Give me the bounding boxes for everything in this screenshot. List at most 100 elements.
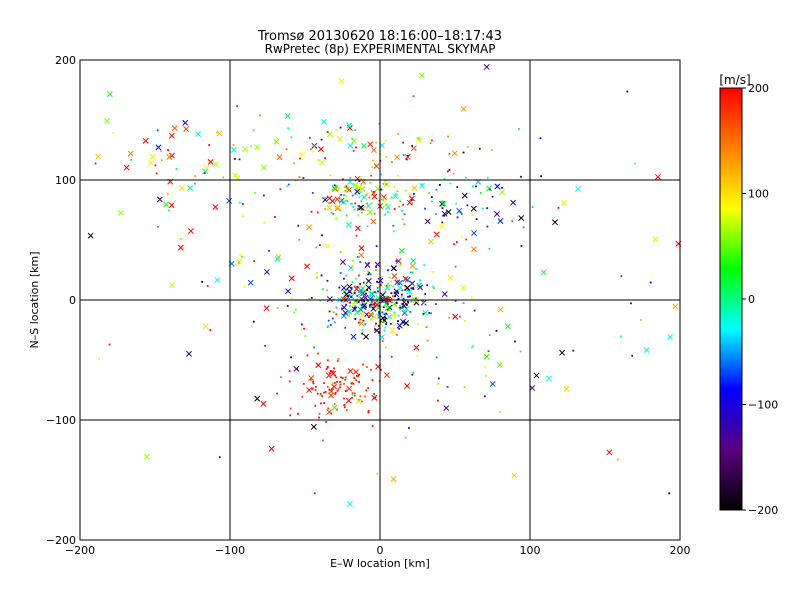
scatter-point-dot	[358, 180, 361, 183]
scatter-point-x	[143, 453, 150, 460]
scatter-point-dot	[391, 295, 394, 298]
scatter-point-dot	[203, 172, 206, 175]
scatter-point-x	[504, 323, 511, 330]
scatter-point-dot	[330, 211, 333, 214]
scatter-point-dot	[354, 129, 357, 132]
scatter-point-dot	[297, 224, 300, 227]
scatter-point-dot	[339, 381, 342, 383]
scatter-point-dot	[311, 388, 314, 391]
scatter-point-dot	[338, 187, 341, 190]
scatter-point-x	[336, 136, 343, 142]
scatter-point-dot	[380, 173, 383, 176]
scatter-point-dot	[382, 312, 385, 315]
scatter-point-x	[329, 198, 336, 205]
scatter-point-x	[359, 186, 366, 193]
scatter-point-x	[354, 225, 361, 232]
scatter-point-dot	[483, 395, 486, 398]
y-axis-ticks: −200 −100 0 100 200	[46, 54, 76, 547]
scatter-point-dot	[357, 207, 360, 210]
scatter-point-x	[574, 185, 581, 192]
scatter-point-dot	[361, 329, 364, 331]
scatter-point-dot	[357, 321, 360, 324]
scatter-point-dot	[380, 276, 383, 278]
scatter-point-x	[374, 261, 381, 268]
scatter-point-dot	[350, 202, 353, 205]
scatter-point-dot	[481, 207, 484, 210]
scatter-point-dot	[354, 202, 357, 205]
scatter-point-x	[471, 246, 477, 253]
scatter-point-x	[406, 288, 413, 295]
chart-title: Tromsø 20130620 18:16:00–18:17:43	[257, 29, 502, 44]
scatter-point-dot	[238, 201, 241, 204]
scatter-point-dot	[366, 299, 369, 302]
scatter-point-x	[183, 126, 190, 133]
scatter-point-x	[341, 284, 347, 291]
scatter-point-dot	[312, 382, 315, 385]
scatter-point-x	[338, 197, 345, 204]
scatter-point-x	[367, 209, 373, 216]
scatter-point-x	[236, 258, 243, 265]
scatter-point-x	[398, 247, 405, 254]
scatter-point-dot	[354, 305, 357, 308]
scatter-point-dot	[464, 320, 466, 322]
scatter-point-dot	[338, 286, 341, 289]
scatter-point-dot	[299, 157, 301, 160]
scatter-point-dot	[379, 305, 382, 308]
scatter-point-dot	[487, 350, 490, 353]
scatter-point-x	[418, 72, 425, 79]
scatter-point-dot	[332, 298, 335, 301]
scatter-point-dot	[379, 284, 382, 286]
scatter-point-dot	[369, 294, 372, 297]
scatter-point-dot	[377, 316, 380, 319]
scatter-point-dot	[439, 183, 441, 186]
scatter-point-dot	[288, 380, 291, 383]
scatter-point-dot	[372, 306, 374, 309]
colorbar-tick-label: 200	[748, 82, 769, 95]
scatter-point-dot	[362, 303, 364, 306]
scatter-point-dot	[253, 260, 256, 263]
scatter-point-dot	[409, 311, 412, 313]
scatter-point-dot	[375, 269, 377, 272]
scatter-point-dot	[373, 304, 376, 307]
scatter-point-x	[561, 200, 568, 206]
scatter-point-dot	[470, 296, 473, 299]
scatter-point-x	[411, 185, 418, 192]
scatter-point-dot	[252, 320, 255, 323]
scatter-point-x	[652, 236, 659, 243]
scatter-point-dot	[370, 303, 373, 306]
scatter-point-dot	[519, 350, 522, 353]
scatter-point-dot	[349, 305, 351, 307]
scatter-point-dot	[390, 196, 393, 199]
scatter-point-x	[390, 312, 397, 319]
scatter-point-dot	[413, 193, 415, 195]
scatter-point-dot	[335, 306, 338, 309]
scatter-point-dot	[464, 176, 467, 179]
scatter-point-dot	[490, 149, 493, 151]
scatter-point-dot	[395, 301, 398, 304]
scatter-point-dot	[332, 311, 335, 314]
scatter-point-x	[187, 185, 194, 192]
scatter-point-x	[499, 189, 506, 195]
scatter-point-x	[391, 273, 398, 279]
scatter-point-dot	[417, 137, 420, 140]
scatter-point-dot	[357, 375, 359, 378]
scatter-point-dot	[345, 185, 348, 188]
scatter-point-dot	[370, 301, 373, 303]
scatter-point-dot	[343, 406, 346, 409]
scatter-point-x	[331, 404, 338, 411]
scatter-point-dot	[349, 291, 352, 294]
scatter-point-dot	[370, 318, 373, 321]
scatter-point-dot	[371, 379, 374, 382]
scatter-point-x	[254, 144, 261, 151]
scatter-point-dot	[378, 122, 381, 125]
scatter-point-dot	[290, 136, 293, 139]
scatter-point-x	[326, 204, 333, 211]
scatter-point-dot	[402, 297, 405, 300]
scatter-point-dot	[352, 149, 355, 152]
scatter-point-dot	[401, 218, 404, 221]
scatter-point-dot	[518, 128, 520, 130]
scatter-point-dot	[318, 412, 321, 415]
scatter-point-dot	[336, 389, 339, 392]
scatter-point-dot	[649, 281, 652, 284]
